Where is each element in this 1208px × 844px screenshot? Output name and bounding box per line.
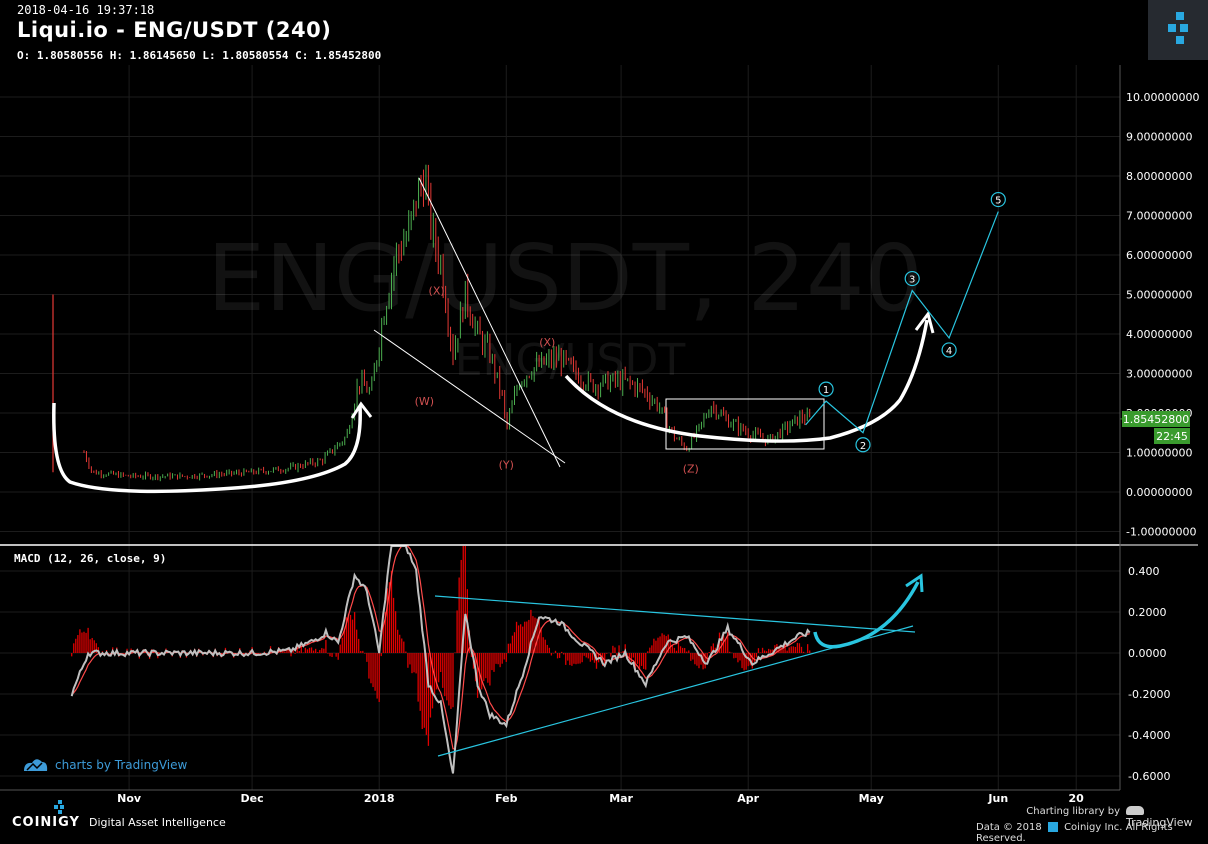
footer-copyright-text: Data © 2018 xyxy=(976,822,1042,833)
rounded-base-curve-left xyxy=(52,402,362,494)
price-badge: 1.85452800 22:45 xyxy=(1122,411,1190,444)
watermark-sub: ENG/USDT xyxy=(455,335,686,386)
wave-number: 5 xyxy=(995,196,1001,207)
footer-tradingview[interactable]: TradingView xyxy=(1126,805,1208,829)
time-tick-label: Dec xyxy=(241,792,264,805)
price-tick-label: 10.00000000 xyxy=(1126,91,1199,104)
watermark-main: ENG/USDT, 240 xyxy=(207,225,923,332)
consolidation-box xyxy=(665,398,825,450)
time-tick-label: Mar xyxy=(609,792,633,805)
footer-tradingview-text[interactable]: TradingView xyxy=(1126,816,1193,829)
price-tick-label: 8.00000000 xyxy=(1126,170,1192,183)
time-tick-label: May xyxy=(859,792,884,805)
wave-label: (X) xyxy=(429,285,445,298)
macd-tick-label: -0.4000 xyxy=(1128,729,1170,742)
macd-axis[interactable]: 0.400 0.2000 0.0000 -0.2000 -0.4000 -0.6000 xyxy=(1128,565,1170,783)
coinigy-small-icon xyxy=(1047,822,1058,832)
price-tick-label: 5.00000000 xyxy=(1126,289,1192,302)
wave-projection-line xyxy=(805,211,999,434)
macd-tick-label: 0.2000 xyxy=(1128,606,1167,619)
macd-tick-label: 0.400 xyxy=(1128,565,1160,578)
price-tick-label: -1.00000000 xyxy=(1126,526,1196,539)
time-tick-label: Jun xyxy=(987,792,1008,805)
time-tick-label: 2018 xyxy=(364,792,395,805)
coinigy-mark-icon xyxy=(54,800,64,814)
price-badge-value: 1.85452800 xyxy=(1123,413,1189,426)
macd-tick-label: -0.2000 xyxy=(1128,688,1170,701)
macd-tick-label: -0.6000 xyxy=(1128,770,1170,783)
price-axis[interactable]: 10.00000000 9.00000000 8.00000000 7.0000000… xyxy=(1126,91,1199,539)
chart-title: Liqui.io - ENG/USDT (240) xyxy=(17,18,332,42)
time-tick-label: Nov xyxy=(117,792,142,805)
wave-number: 1 xyxy=(823,385,829,396)
macd-breakout-arrow xyxy=(813,581,920,649)
price-tick-label: 4.00000000 xyxy=(1126,328,1192,341)
wave-number: 3 xyxy=(909,275,915,286)
macd-signal-line xyxy=(71,545,810,750)
macd-tick-label: 0.0000 xyxy=(1128,647,1167,660)
wave-number: 2 xyxy=(860,441,866,452)
time-tick-label: Feb xyxy=(495,792,518,805)
wave-number: 4 xyxy=(946,346,952,357)
tradingview-badge[interactable]: charts by TradingView xyxy=(24,758,187,772)
wave-label: (Y) xyxy=(499,458,514,471)
footer-tagline: Digital Asset Intelligence xyxy=(89,816,226,829)
time-tick-label: Apr xyxy=(737,792,759,805)
header-timestamp: 2018-04-16 19:37:18 xyxy=(17,3,155,17)
tradingview-link[interactable]: charts by TradingView xyxy=(55,758,187,772)
wave-circle xyxy=(855,437,871,453)
macd-line xyxy=(70,545,811,774)
curve-arrowhead-right xyxy=(914,310,935,334)
footer-brand: COINIGY xyxy=(12,815,80,830)
price-pane xyxy=(52,164,1122,482)
price-tick-label: 3.00000000 xyxy=(1126,368,1192,381)
wave-circle xyxy=(941,342,957,358)
footer-copyright: Data © 2018 Coinigy Inc. All Rights Rese… xyxy=(976,822,1208,844)
tradingview-cloud-icon xyxy=(1126,805,1144,815)
footer-brand-block: COINIGY Digital Asset Intelligence xyxy=(10,800,250,834)
macd-pane xyxy=(70,545,924,774)
wave-circle xyxy=(904,270,920,287)
wedge-upper-line xyxy=(418,177,561,468)
macd-triangle-upper xyxy=(434,595,916,633)
wave-circle xyxy=(818,381,834,397)
footer-charting-by: Charting library by xyxy=(1026,806,1120,817)
footer-charting-by-text: Charting library by xyxy=(1026,806,1120,817)
grid-lines xyxy=(0,65,1120,790)
price-badge-countdown: 22:45 xyxy=(1156,430,1188,443)
price-tick-label: 9.00000000 xyxy=(1126,131,1192,144)
macd-arrowhead xyxy=(905,573,924,593)
wave-label: (X) xyxy=(539,336,555,349)
price-tick-label: 6.00000000 xyxy=(1126,249,1192,262)
rounded-base-curve-right xyxy=(564,319,929,443)
coinigy-logo-icon[interactable] xyxy=(1148,0,1208,60)
ohlc-readout: O: 1.80580556 H: 1.86145650 L: 1.8058055… xyxy=(17,49,382,62)
price-tick-label: 0.00000000 xyxy=(1126,486,1192,499)
wave-circle xyxy=(990,191,1006,208)
time-tick-label: 20 xyxy=(1069,792,1085,805)
price-tick-label: 7.00000000 xyxy=(1126,210,1192,223)
time-axis[interactable]: Nov Dec 2018 Feb Mar Apr May Jun 20 xyxy=(117,792,1084,805)
macd-label: MACD (12, 26, close, 9) xyxy=(14,552,166,565)
price-tick-label: 1.00000000 xyxy=(1126,447,1192,460)
wave-label: (W) xyxy=(415,395,434,408)
curve-arrowhead-left xyxy=(350,401,373,419)
wave-label: (Z) xyxy=(683,462,699,475)
wedge-lower-line xyxy=(373,329,566,464)
analysis-drawings: (W) (X) (Y) (X) (Z) 1 2 3 4 5 xyxy=(52,177,1006,494)
